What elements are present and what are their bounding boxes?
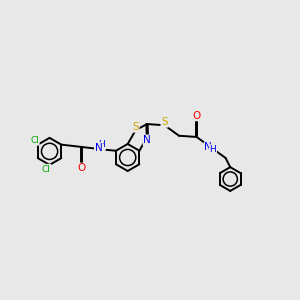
- Text: Cl: Cl: [42, 164, 51, 173]
- Text: O: O: [192, 110, 201, 121]
- Text: N: N: [204, 142, 212, 152]
- Text: O: O: [77, 163, 86, 173]
- Text: H: H: [99, 140, 105, 149]
- Text: N: N: [143, 135, 151, 145]
- Text: S: S: [132, 122, 139, 132]
- Text: N: N: [95, 143, 103, 153]
- Text: Cl: Cl: [30, 136, 39, 145]
- Text: H: H: [210, 145, 216, 154]
- Text: S: S: [161, 117, 168, 127]
